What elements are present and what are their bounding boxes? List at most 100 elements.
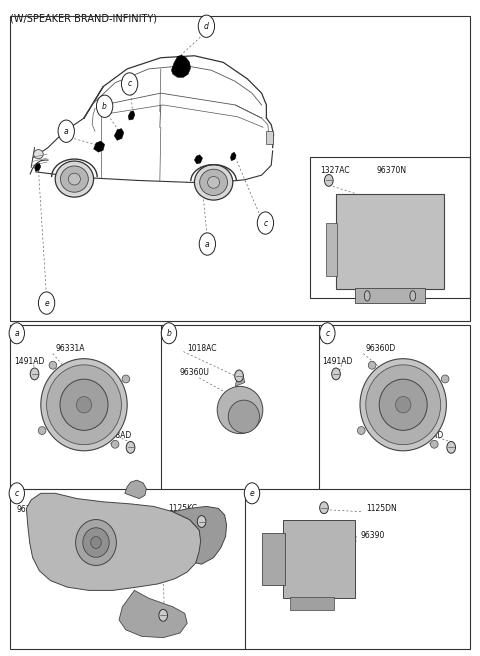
Ellipse shape (332, 368, 340, 380)
Polygon shape (119, 590, 187, 638)
Circle shape (244, 483, 260, 504)
Ellipse shape (217, 386, 263, 434)
Polygon shape (125, 480, 146, 499)
Ellipse shape (431, 440, 438, 448)
Ellipse shape (83, 527, 109, 558)
Polygon shape (173, 506, 227, 564)
Bar (336, 194, 444, 289)
Ellipse shape (358, 426, 365, 434)
Text: 96360D: 96360D (366, 344, 396, 353)
Ellipse shape (30, 368, 39, 380)
Polygon shape (194, 155, 203, 164)
Ellipse shape (235, 370, 243, 382)
Ellipse shape (159, 609, 168, 621)
Text: 1125KC: 1125KC (168, 504, 197, 513)
Ellipse shape (379, 379, 427, 430)
Bar (10, 325, 470, 649)
Text: 1018AD: 1018AD (413, 431, 443, 440)
Ellipse shape (75, 520, 117, 565)
Circle shape (198, 15, 215, 37)
Polygon shape (171, 55, 191, 77)
Ellipse shape (122, 375, 130, 383)
Polygon shape (230, 152, 236, 161)
Ellipse shape (49, 361, 57, 369)
Ellipse shape (60, 166, 88, 192)
Ellipse shape (76, 397, 92, 413)
Ellipse shape (200, 169, 228, 195)
Ellipse shape (60, 379, 108, 430)
Ellipse shape (34, 150, 43, 159)
Bar (355, 288, 425, 303)
Ellipse shape (396, 397, 411, 413)
Text: d: d (204, 22, 209, 31)
Ellipse shape (41, 359, 127, 451)
Text: 1491AD: 1491AD (323, 357, 353, 366)
Circle shape (9, 323, 24, 344)
Bar (310, 157, 470, 298)
Text: c: c (264, 218, 267, 228)
Text: 1327AC: 1327AC (320, 166, 350, 175)
Text: 96370N: 96370N (377, 166, 407, 175)
Text: 96360U: 96360U (180, 368, 210, 377)
Circle shape (257, 212, 274, 234)
Text: a: a (205, 239, 210, 249)
Text: c: c (15, 489, 19, 498)
Text: b: b (102, 102, 107, 111)
Text: 96390: 96390 (361, 531, 385, 541)
Text: 1018AC: 1018AC (187, 344, 216, 353)
Circle shape (38, 292, 55, 314)
Polygon shape (128, 111, 135, 120)
Text: 1327CB: 1327CB (149, 556, 179, 565)
Text: c: c (128, 79, 132, 89)
Ellipse shape (366, 365, 441, 445)
Ellipse shape (38, 426, 46, 434)
Circle shape (121, 73, 138, 95)
Bar (326, 223, 337, 276)
Polygon shape (114, 129, 124, 140)
Ellipse shape (69, 173, 81, 185)
Ellipse shape (126, 441, 135, 453)
Circle shape (199, 233, 216, 255)
Ellipse shape (447, 441, 456, 453)
Text: a: a (14, 329, 19, 338)
Text: e: e (250, 489, 254, 498)
Ellipse shape (207, 176, 220, 188)
Ellipse shape (228, 400, 259, 433)
Bar (266, 131, 273, 144)
Circle shape (58, 120, 74, 142)
Circle shape (320, 323, 335, 344)
Text: a: a (64, 127, 69, 136)
Ellipse shape (91, 537, 101, 548)
Ellipse shape (410, 291, 416, 301)
Text: (W/SPEAKER BRAND-INFINITY): (W/SPEAKER BRAND-INFINITY) (10, 13, 156, 24)
Ellipse shape (441, 375, 449, 383)
Ellipse shape (360, 359, 446, 451)
Ellipse shape (194, 165, 233, 200)
Polygon shape (94, 141, 105, 152)
Polygon shape (235, 375, 245, 386)
Text: 1125DN: 1125DN (366, 504, 396, 513)
Text: c: c (325, 329, 329, 338)
Circle shape (161, 323, 177, 344)
Ellipse shape (55, 161, 94, 197)
Ellipse shape (320, 502, 328, 514)
Ellipse shape (364, 291, 370, 301)
Text: 1491AD: 1491AD (14, 357, 45, 366)
Ellipse shape (368, 361, 376, 369)
Ellipse shape (324, 174, 333, 186)
Text: 96371: 96371 (17, 505, 41, 514)
Text: e: e (44, 298, 49, 308)
Bar (262, 533, 285, 585)
Polygon shape (26, 493, 202, 590)
Text: 1018AD: 1018AD (101, 431, 131, 440)
Text: 96331A: 96331A (55, 344, 84, 353)
Bar (290, 597, 334, 610)
Bar (283, 520, 355, 598)
Ellipse shape (197, 516, 206, 527)
Bar (10, 16, 470, 321)
Polygon shape (35, 163, 41, 171)
Text: b: b (167, 329, 171, 338)
Circle shape (96, 95, 113, 117)
Ellipse shape (111, 440, 119, 448)
Ellipse shape (47, 365, 121, 445)
